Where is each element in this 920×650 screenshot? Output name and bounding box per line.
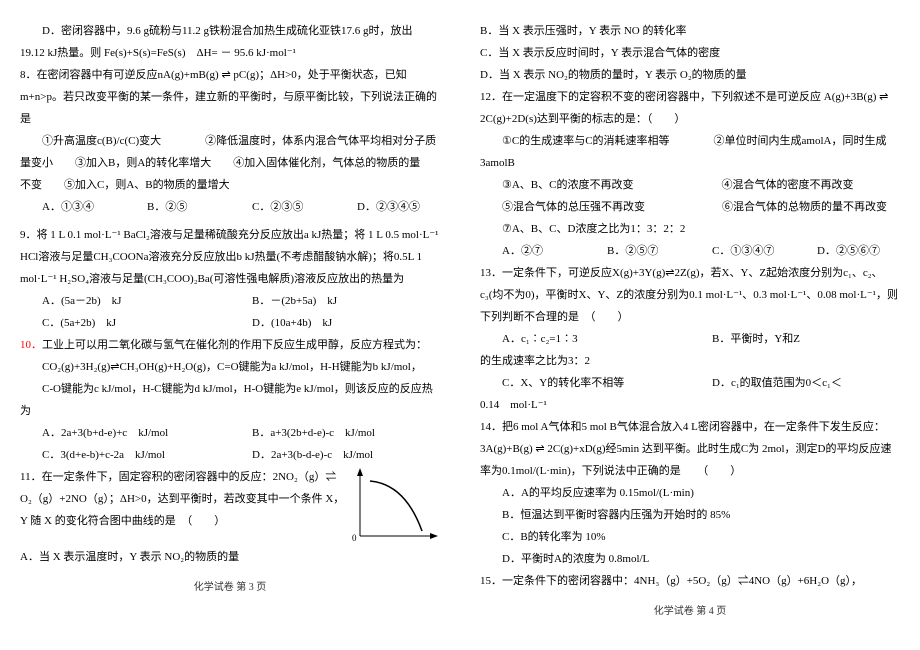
option-a: A．②⑦: [480, 240, 585, 262]
option-14d: D．平衡时A的浓度为 0.8mol/L: [480, 548, 900, 570]
option-c: C．①③④⑦: [690, 240, 795, 262]
options-12: A．②⑦ B．②⑤⑦ C．①③④⑦ D．②⑤⑥⑦: [480, 240, 900, 262]
page-footer-left: 化学试卷 第 3 页: [20, 578, 440, 598]
option-11c: C．当 X 表示反应时间时，Y 表示混合气体的密度: [480, 42, 900, 64]
option-b: B．平衡时，Y和Z: [690, 328, 900, 350]
option-a: A．①③④: [20, 196, 125, 218]
text-line: ③A、B、C的浓度不再改变 ④混合气体的密度不再改变: [480, 174, 900, 196]
option-11a: A．当 X 表示温度时，Y 表示 NO₂的物质的量: [20, 546, 440, 568]
text-line: 量变小 ③加入B，则A的转化率增大 ④加入固体催化剂，气体总的物质的量: [20, 152, 440, 174]
option-b: B．②⑤⑦: [585, 240, 690, 262]
option-c: C．3(d+e-b)+c-2a kJ/mol: [20, 444, 230, 466]
question-12: 12．在一定温度下的定容积不变的密闭容器中，下列叙述不是可逆反应 A(g)+3B…: [480, 86, 900, 130]
text-line: ①升高温度c(B)/c(C)变大 ②降低温度时，体系内混合气体平均相对分子质: [20, 130, 440, 152]
options-9: A．(5a－2b) kJ B．－(2b+5a) kJ C．(5a+2b) kJ …: [20, 290, 440, 334]
option-11b: B．当 X 表示压强时，Y 表示 NO 的转化率: [480, 20, 900, 42]
curve: [370, 481, 422, 531]
question-10: 10．工业上可以用二氧化碳与氢气在催化剂的作用下反应生成甲醇，反应方程式为：: [20, 334, 440, 356]
option-d: D．②③④⑤: [335, 196, 440, 218]
q10-number: 10．: [20, 339, 42, 351]
option-a: A．c₁∶c₂=1∶3: [480, 328, 690, 350]
option-14a: A．A的平均反应速率为 0.15mol/(L·min): [480, 482, 900, 504]
text-line: ⑦A、B、C、D浓度之比为1：3：2：2: [480, 218, 900, 240]
left-column: D．密闭容器中，9.6 g硫粉与11.2 g铁粉混合加热生成硫化亚铁17.6 g…: [20, 20, 440, 622]
text-line: C-O键能为c kJ/mol，H-C键能为d kJ/mol，H-O键能为e kJ…: [20, 378, 440, 422]
option-a: A．2a+3(b+d-e)+c kJ/mol: [20, 422, 230, 444]
origin-label: 0: [352, 533, 357, 543]
question-14: 14．把6 mol A气体和5 mol B气体混合放入4 L密闭容器中，在一定条…: [480, 416, 900, 482]
q10-text: 工业上可以用二氧化碳与氢气在催化剂的作用下反应生成甲醇，反应方程式为：: [42, 339, 427, 351]
options-8: A．①③④ B．②⑤ C．②③⑤ D．②③④⑤: [20, 196, 440, 218]
page-footer-right: 化学试卷 第 4 页: [480, 602, 900, 622]
graph-svg: 0: [350, 466, 440, 546]
text-line: ①C的生成速率与C的消耗速率相等 ②单位时间内生成amolA，同时生成3amol…: [480, 130, 900, 174]
option-b: B．a+3(2b+d-e)-c kJ/mol: [230, 422, 440, 444]
option-11d: D．当 X 表示 NO₂的物质的量时，Y 表示 O₂的物质的量: [480, 64, 900, 86]
text-line: CO₂(g)+3H₂(g)⇌CH₃OH(g)+H₂O(g)，C=O键能为a kJ…: [20, 356, 440, 378]
y-arrow: [357, 468, 363, 476]
page-container: D．密闭容器中，9.6 g硫粉与11.2 g铁粉混合加热生成硫化亚铁17.6 g…: [20, 20, 900, 622]
right-column: B．当 X 表示压强时，Y 表示 NO 的转化率 C．当 X 表示反应时间时，Y…: [480, 20, 900, 622]
option-d: D．②⑤⑥⑦: [795, 240, 900, 262]
question-13: 13．一定条件下，可逆反应X(g)+3Y(g)⇌2Z(g)，若X、Y、Z起始浓度…: [480, 262, 900, 328]
x-arrow: [430, 533, 438, 539]
text-line: 不变 ⑤加入C，则A、B的物质的量增大: [20, 174, 440, 196]
option-c: C．X、Y的转化率不相等: [480, 372, 690, 394]
option-d: D．c₁的取值范围为0＜c₁＜: [690, 372, 900, 394]
option-b: B．②⑤: [125, 196, 230, 218]
option-c: C．(5a+2b) kJ: [20, 312, 230, 334]
option-b: B．－(2b+5a) kJ: [230, 290, 440, 312]
text-line: ⑤混合气体的总压强不再改变 ⑥混合气体的总物质的量不再改变: [480, 196, 900, 218]
text-line: 19.12 kJ热量。则 Fe(s)+S(s)=FeS(s) ΔH= － 95.…: [20, 42, 440, 64]
options-13b: C．X、Y的转化率不相等 D．c₁的取值范围为0＜c₁＜: [480, 372, 900, 394]
option-14b: B．恒温达到平衡时容器内压强为开始时的 85%: [480, 504, 900, 526]
option-d: D．(10a+4b) kJ: [230, 312, 440, 334]
option-b-cont: 的生成速率之比为3：2: [480, 350, 900, 372]
question-8: 8．在密闭容器中有可逆反应nA(g)+mB(g) ⇌ pC(g)；ΔH>0，处于…: [20, 64, 440, 130]
options-13: A．c₁∶c₂=1∶3 B．平衡时，Y和Z: [480, 328, 900, 350]
options-10: A．2a+3(b+d-e)+c kJ/mol B．a+3(2b+d-e)-c k…: [20, 422, 440, 466]
q11-block: 0 11．在一定条件下，固定容积的密闭容器中的反应：2NO₂（g）⇌ O₂（g）…: [20, 466, 440, 546]
option-d: D．2a+3(b-d-e)-c kJ/mol: [230, 444, 440, 466]
text-line: D．密闭容器中，9.6 g硫粉与11.2 g铁粉混合加热生成硫化亚铁17.6 g…: [20, 20, 440, 42]
curve-graph: 0: [350, 466, 440, 546]
option-a: A．(5a－2b) kJ: [20, 290, 230, 312]
option-d-cont: 0.14 mol·L⁻¹: [480, 394, 900, 416]
option-14c: C．B的转化率为 10%: [480, 526, 900, 548]
option-c: C．②③⑤: [230, 196, 335, 218]
question-9: 9．将 1 L 0.1 mol·L⁻¹ BaCl₂溶液与足量稀硫酸充分反应放出a…: [20, 224, 440, 290]
question-15: 15．一定条件下的密闭容器中：4NH₃（g）+5O₂（g）⇌4NO（g）+6H₂…: [480, 570, 900, 592]
